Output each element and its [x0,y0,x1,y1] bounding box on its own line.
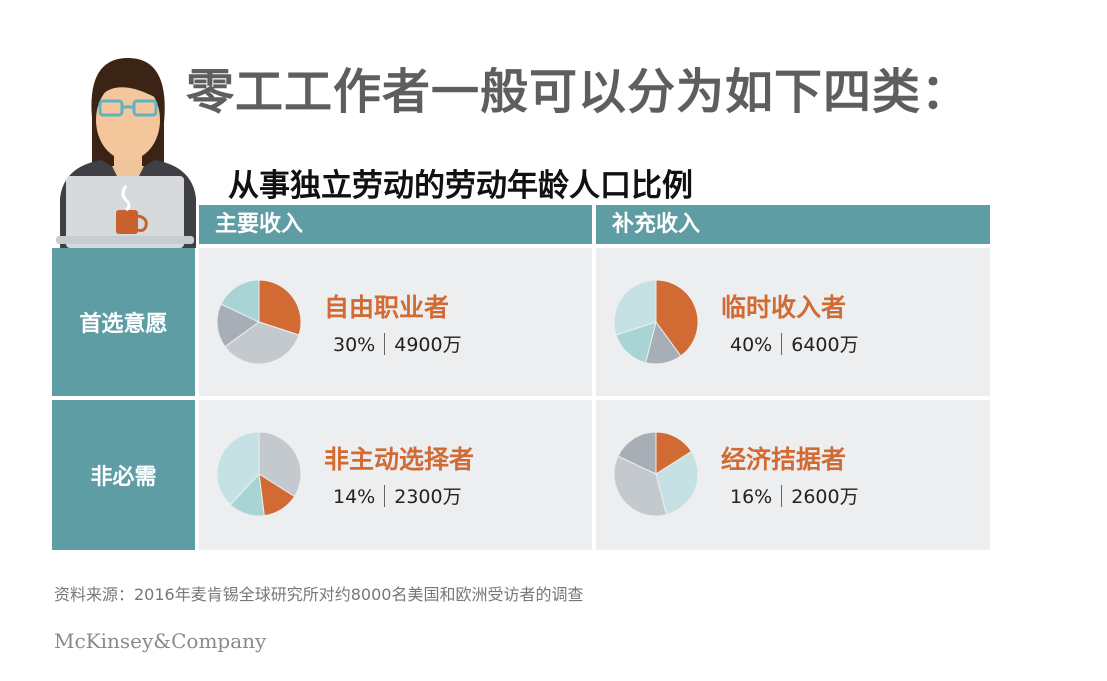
pie-chart-reluctants [216,431,302,517]
category-stats: 30% 4900万 [333,330,462,357]
category-stats: 14% 2300万 [333,482,462,509]
pie-slice-2 [655,450,699,516]
category-name: 临时收入者 [721,293,847,322]
percent-label: 30% [333,334,376,356]
pie-slice-1 [655,279,699,357]
pie-slice-3 [216,303,260,348]
pie-slice-4 [613,279,657,336]
cell-casual-earners: 临时收入者 40% 6400万 [596,248,990,396]
separator [781,485,783,507]
category-name: 非主动选择者 [324,445,475,474]
column-header-primary-income: 主要收入 [199,205,592,244]
chart-subtitle: 从事独立劳动的劳动年龄人口比例 [228,168,693,204]
count-label: 4900万 [394,334,462,356]
pie-chart-free-agents [216,279,302,365]
percent-label: 40% [730,334,773,356]
pie-slice-4 [617,431,657,475]
percent-label: 16% [730,486,773,508]
category-stats: 40% 6400万 [730,330,859,357]
cell-financially-strapped: 经济拮据者 16% 2600万 [596,400,990,550]
pie-slice-3 [613,455,668,517]
separator [384,485,386,507]
cell-reluctants: 非主动选择者 14% 2300万 [199,400,592,550]
avatar [56,58,196,248]
brand-logo: McKinsey&Company [54,629,267,653]
pie-slice-2 [224,321,300,365]
column-header-supplementary-income: 补充收入 [596,205,990,244]
separator [781,333,783,355]
count-label: 6400万 [791,334,859,356]
source-note: 资料来源：2016年麦肯锡全球研究所对约8000名美国和欧洲受访者的调查 [54,585,584,604]
percent-label: 14% [333,486,376,508]
page-title: 零工工作者一般可以分为如下四类： [186,64,971,120]
avatar-illustration [56,58,196,248]
category-name: 经济拮据者 [721,445,847,474]
pie-chart-casual-earners [613,279,699,365]
row-header-non-essential: 非必需 [52,400,195,550]
pie-slice-4 [216,431,260,506]
count-label: 2300万 [394,486,462,508]
separator [384,333,386,355]
count-label: 2600万 [791,486,859,508]
category-stats: 16% 2600万 [730,482,859,509]
category-name: 自由职业者 [324,293,450,322]
cell-free-agents: 自由职业者 30% 4900万 [199,248,592,396]
pie-chart-financially-strapped [613,431,699,517]
pie-slice-4 [220,279,260,323]
row-header-preferred: 首选意愿 [52,248,195,396]
pie-slice-1 [258,279,302,336]
